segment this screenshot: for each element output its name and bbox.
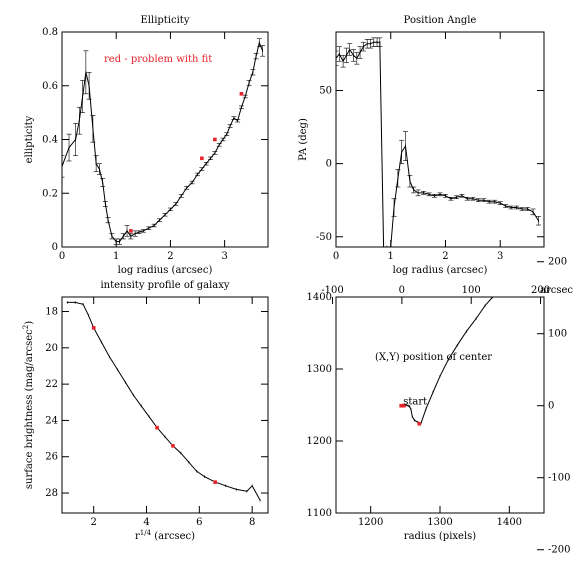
series-line [67,301,261,501]
x-tick-label: 1 [113,251,119,262]
red-point [200,156,204,161]
y-tick-label: 20 [45,343,58,354]
red-point [213,137,217,142]
start-label: start [403,396,427,407]
right-axis-label: arcsec [540,285,573,296]
top-tick-label: 0 [399,285,405,296]
x-tick-label: 0 [59,251,65,262]
x-axis-label: log radius (arcsec) [393,265,488,276]
panel-0: 0 1 2 3 0 0.2 0.4 0.6 0.8 Ellipticity log radius (… [24,15,269,276]
right-tick-label: 0 [548,401,554,412]
red-point [129,229,133,233]
y-axis-label: PA (deg) [298,118,309,161]
red-point [171,444,175,448]
fit-problem-note: red - problem with fit [104,54,212,65]
top-tick-label: 100 [462,285,481,296]
y-tick-label: 0 [52,242,58,253]
plot-frame [335,296,545,514]
x-tick-label: 4 [143,517,149,528]
x-tick-label: 1300 [427,517,452,528]
red-point [239,92,244,96]
y-tick-label: 50 [319,86,332,97]
series-line [336,41,539,247]
x-tick-label: 0 [333,251,339,262]
y-tick-label: 0.2 [42,188,58,199]
y-axis-label: ellipticity [24,115,35,163]
x-tick-label: 3 [221,251,227,262]
x-tick-label: 6 [196,517,202,528]
x-tick-label: 1200 [358,517,383,528]
x-axis-label: log radius (arcsec) [118,265,213,276]
y-tick-label: 0.4 [42,135,58,146]
y-tick-label: 18 [45,307,58,318]
x-tick-label: 2 [91,517,97,528]
y-tick-label: 1200 [307,436,332,447]
y-tick-label: 0 [326,159,332,170]
right-tick-label: 100 [548,329,567,340]
x-axis-label: r1/4 (arcsec) [135,529,195,542]
right-tick-label: 200 [548,257,567,268]
y-tick-label: -50 [316,232,332,243]
y-axis-label: surface brightness (mag/arcsec2) [22,321,35,489]
red-point [417,421,421,426]
chart-title: intensity profile of galaxy [100,280,229,291]
right-tick-label: -200 [548,545,570,556]
right-tick-label: -100 [548,473,570,484]
plot-frame [61,296,269,514]
y-tick-label: 1400 [307,292,332,303]
center-position-note: (X,Y) position of center [375,352,492,363]
x-tick-label: 1400 [497,517,522,528]
x-tick-label: 3 [497,251,503,262]
red-point [399,403,403,408]
plot-area [62,38,266,245]
y-tick-label: 22 [45,379,58,390]
red-point [213,480,217,484]
x-tick-label: 2 [167,251,173,262]
y-tick-label: 24 [45,415,58,426]
y-tick-label: 1300 [307,364,332,375]
red-point [91,326,96,330]
chart-title: Ellipticity [141,15,190,26]
plot-frame [335,31,545,248]
y-tick-label: 26 [45,452,58,463]
x-tick-label: 2 [442,251,448,262]
chart-title: Position Angle [404,15,477,26]
red-point [155,425,159,430]
plot-area [336,37,542,247]
y-tick-label: 0.8 [42,27,58,38]
y-tick-label: 28 [45,488,58,499]
y-tick-label: 0.6 [42,81,58,92]
plot-area [399,297,494,426]
x-axis-label: radius (pixels) [404,531,476,542]
y-tick-label: 1100 [307,508,332,519]
plot-area [66,301,261,502]
red-point [402,403,406,408]
x-tick-label: 1 [388,251,394,262]
top-tick-label: -100 [321,285,343,296]
top-tick-label: 200 [531,285,550,296]
x-tick-label: 8 [249,517,255,528]
